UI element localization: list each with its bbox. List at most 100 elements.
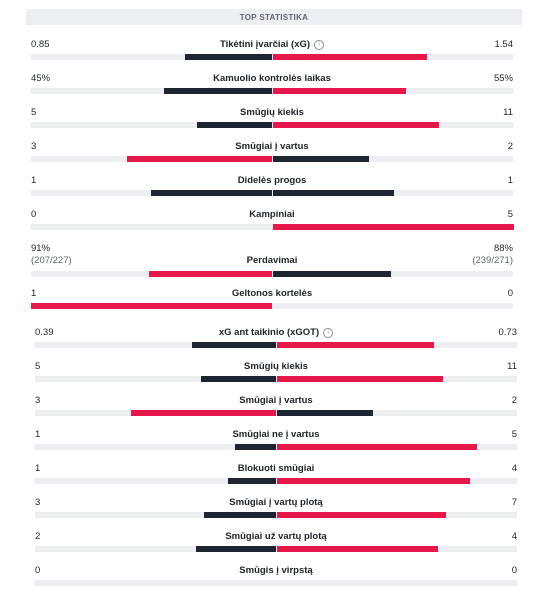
home-value: 1 [35, 429, 40, 441]
home-value: 2 [35, 531, 40, 543]
away-value-main: 11 [507, 361, 517, 372]
stat-row: 0 0 Smūgis į virpstą [35, 565, 517, 599]
away-value-main: 2 [511, 395, 517, 406]
away-value: 55% [494, 73, 513, 85]
home-value-main: 0 [35, 565, 41, 576]
stat-row: 1 4 Blokuoti smūgiai [35, 463, 517, 497]
home-value-sub: (207/227) [31, 255, 72, 266]
away-value: 1 [508, 175, 513, 187]
stat-row: 45% 55% Kamuolio kontrolės laikas [31, 73, 513, 107]
home-value: 91% (207/227) [31, 243, 72, 267]
away-value-main: 88% [493, 243, 513, 254]
home-bar [204, 512, 276, 518]
stat-label-text: Smūgiai į vartus [239, 395, 313, 406]
home-value-main: 5 [35, 361, 41, 372]
stat-row: 2 4 Smūgiai už vartų plotą [35, 531, 517, 565]
stat-label-text: Smūgiai už vartų plotą [225, 531, 327, 542]
away-value: 4 [512, 531, 517, 543]
stat-bar [31, 122, 513, 128]
home-value-main: 91% [31, 243, 51, 254]
stat-row: 0 5 Kampiniai [31, 209, 514, 243]
info-icon[interactable]: i [323, 328, 334, 338]
away-bar [273, 156, 369, 162]
stat-label-text: Smūgiai ne į vartus [232, 429, 320, 440]
away-bar [277, 478, 470, 484]
stat-label: xG ant taikinio (xGOT) i [35, 327, 517, 339]
stat-bar [31, 303, 513, 309]
away-bar [277, 444, 477, 450]
home-value: 1 [31, 175, 36, 187]
stat-label: Blokuoti smūgiai [35, 463, 517, 475]
section-title: TOP STATISTIKA [239, 12, 309, 22]
home-bar [197, 122, 272, 128]
home-bar [228, 478, 276, 484]
away-value-main: 11 [503, 107, 513, 118]
home-value-main: 45% [31, 73, 51, 84]
away-value: 2 [508, 141, 513, 153]
stat-label-text: Didelės progos [237, 175, 307, 186]
home-value-main: 5 [31, 107, 37, 118]
home-value: 0 [31, 209, 36, 221]
home-value-main: 1 [31, 175, 37, 186]
stat-label: Smūgių kiekis [31, 107, 513, 119]
stat-label: Tikėtini įvarčiai (xG) i [31, 39, 513, 51]
stat-label-text: Tikėtini įvarčiai (xG) [219, 39, 311, 50]
home-value: 3 [35, 497, 40, 509]
away-value-main: 2 [507, 141, 513, 152]
away-value-main: 5 [511, 429, 517, 440]
stat-bar [31, 88, 513, 94]
away-bar [273, 122, 439, 128]
stat-label-text: Smūgių kiekis [240, 107, 304, 118]
home-bar [127, 156, 272, 162]
stat-bar [31, 190, 513, 196]
away-value-main: 4 [511, 463, 517, 474]
away-bar [273, 271, 391, 277]
stat-label: Smūgiai į vartus [35, 395, 517, 407]
away-bar [273, 88, 406, 94]
away-value-main: 0 [511, 565, 517, 576]
stat-row: 1 0 Geltonos kortelės [31, 288, 513, 322]
stat-row: 1 1 Didelės progos [31, 175, 513, 209]
stat-bar [35, 376, 517, 382]
stat-bar [31, 224, 514, 230]
stat-bar [31, 54, 513, 60]
stat-label: Geltonos kortelės [31, 288, 513, 300]
stat-label: Smūgiai už vartų plotą [35, 531, 517, 543]
home-value: 3 [31, 141, 36, 153]
stat-label: Perdavimai [31, 255, 513, 267]
info-icon[interactable]: i [314, 40, 325, 50]
away-value: 0.73 [499, 327, 518, 339]
home-value: 3 [35, 395, 40, 407]
section-header: TOP STATISTIKA [26, 9, 522, 25]
away-value-main: 0.73 [498, 327, 518, 338]
stat-row: 3 2 Smūgiai į vartus [31, 141, 513, 175]
home-bar [131, 410, 276, 416]
home-bar [185, 54, 272, 60]
home-value: 45% [31, 73, 50, 85]
home-value-main: 0.39 [35, 327, 54, 338]
away-value-main: 1 [507, 175, 513, 186]
away-value-main: 0 [507, 288, 513, 299]
stat-label-text: Smūgių kiekis [244, 361, 308, 372]
stat-bar [35, 342, 517, 348]
home-bar [235, 444, 276, 450]
stat-bar [31, 156, 513, 162]
away-value-main: 7 [511, 497, 517, 508]
away-value-sub: (239/271) [472, 255, 513, 266]
home-value: 1 [35, 463, 40, 475]
home-bar [164, 88, 272, 94]
away-bar [273, 224, 514, 230]
away-value: 11 [507, 361, 517, 373]
home-value-main: 0 [31, 209, 37, 220]
stat-label-text: Perdavimai [246, 255, 298, 266]
home-bar [149, 271, 272, 277]
stat-row: 1 5 Smūgiai ne į vartus [35, 429, 517, 463]
stat-bar [35, 580, 517, 586]
home-value-main: 0.85 [31, 39, 50, 50]
stat-row: 0.39 0.73 xG ant taikinio (xGOT) i [35, 327, 517, 361]
home-value: 1 [31, 288, 36, 300]
stat-row: 5 11 Smūgių kiekis [31, 107, 513, 141]
away-value: 11 [503, 107, 513, 119]
away-value: 7 [512, 497, 517, 509]
home-value-main: 1 [35, 463, 41, 474]
